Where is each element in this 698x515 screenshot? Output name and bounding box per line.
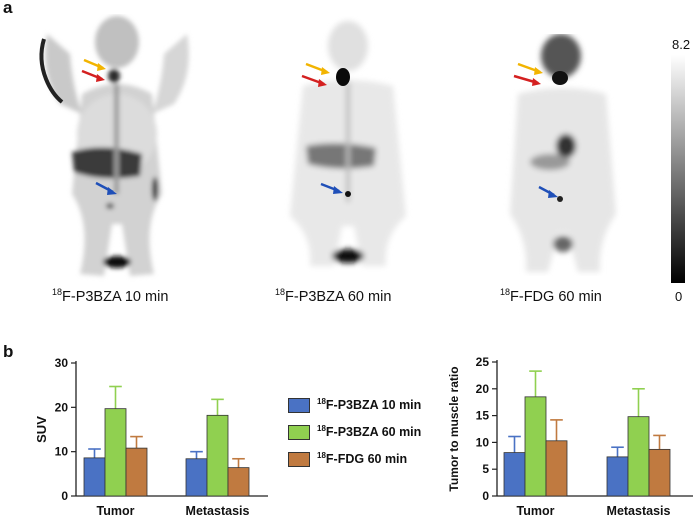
chart-tumor-muscle-ratio: 0 5 10 15 20 25 Tumor to muscle ratio Tumor Meta… [447, 355, 693, 515]
panel-a-label: a [3, 0, 13, 17]
legend-item-p3bza-10: 18F-P3BZA 10 min [288, 393, 421, 417]
y-tick-label: 10 [476, 435, 490, 449]
y-tick-label: 25 [476, 355, 490, 369]
bar [606, 456, 629, 497]
pet-scan-image-1 [39, 16, 189, 276]
blue-arrow-icon [95, 181, 117, 195]
blue-arrow-icon [320, 182, 343, 194]
bar [627, 416, 650, 497]
bar [185, 458, 208, 497]
y-tick-label: 20 [476, 382, 490, 396]
bar [125, 447, 148, 497]
legend-swatch [288, 451, 310, 467]
y-tick-label: 0 [61, 489, 68, 503]
x-category-label: Metastasis [607, 504, 671, 515]
colorbar [671, 55, 685, 283]
legend-label: 18F-P3BZA 60 min [317, 424, 422, 440]
bar [206, 414, 229, 497]
blue-arrow-icon [538, 185, 558, 198]
pet-scan-image-3 [510, 34, 616, 272]
legend-swatch [288, 397, 310, 413]
bar [83, 457, 106, 497]
colorbar-max-label: 8.2 [672, 37, 691, 52]
legend-item-fdg-60: 18F-FDG 60 min [288, 447, 421, 471]
red-arrow-icon [81, 69, 105, 82]
legend-label: 18F-P3BZA 10 min [317, 397, 422, 413]
red-arrow-icon [513, 74, 541, 86]
red-arrow-icon [301, 74, 327, 87]
x-category-label: Tumor [517, 504, 555, 515]
scan-caption-2: 18F-P3BZA 60 min [275, 287, 392, 305]
legend-item-p3bza-60: 18F-P3BZA 60 min [288, 420, 421, 444]
y-tick-label: 30 [55, 356, 69, 370]
scan-caption-1: 18F-P3BZA 10 min [52, 287, 169, 305]
bar [227, 467, 250, 497]
y-tick-label: 10 [55, 445, 69, 459]
y-axis-label: SUV [34, 416, 49, 443]
scan-caption-3: 18F-FDG 60 min [500, 287, 602, 305]
y-tick-label: 20 [55, 400, 69, 414]
y-tick-label: 15 [476, 409, 490, 423]
bar [545, 440, 568, 497]
bar [104, 408, 127, 497]
x-category-label: Tumor [97, 504, 135, 515]
bar [648, 448, 671, 497]
bar [524, 396, 547, 497]
y-tick-label: 5 [482, 462, 489, 476]
y-axis-label: Tumor to muscle ratio [447, 366, 461, 491]
legend-label: 18F-FDG 60 min [317, 451, 408, 467]
yellow-arrow-icon [517, 62, 543, 75]
chart-legend: 18F-P3BZA 10 min 18F-P3BZA 60 min 18F-FD… [288, 393, 421, 474]
chart-suv: 0 10 20 30 SUV Tumor Metastasis [34, 356, 268, 515]
yellow-arrow-icon [305, 62, 330, 75]
pet-scan-image-2 [290, 21, 406, 266]
colorbar-min-label: 0 [675, 289, 683, 304]
legend-swatch [288, 424, 310, 440]
bar [503, 452, 526, 497]
x-category-label: Metastasis [186, 504, 250, 515]
y-tick-label: 0 [482, 489, 489, 503]
panel-b-label: b [3, 342, 14, 361]
yellow-arrow-icon [83, 58, 106, 71]
